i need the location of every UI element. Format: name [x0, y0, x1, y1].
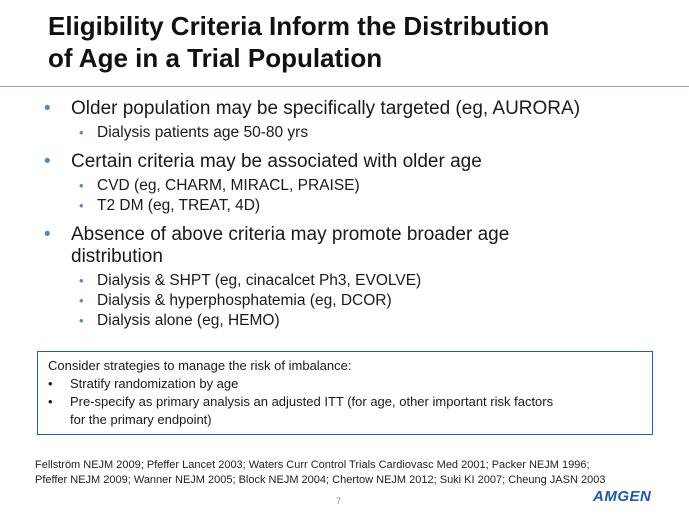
- callout-list: • Stratify randomization by age • Pre-sp…: [48, 375, 642, 429]
- sub-bullet-item: • CVD (eg, CHARM, MIRACL, PRAISE): [67, 176, 674, 196]
- callout-item-text-line-2: for the primary endpoint): [70, 412, 212, 427]
- bullet-text: Older population may be specifically tar…: [71, 98, 581, 119]
- bullet-marker-icon: •: [44, 224, 51, 245]
- bullet-item: • Older population may be specifically t…: [44, 98, 674, 143]
- callout-bullet-icon: •: [48, 394, 53, 409]
- sub-bullet-item: • Dialysis alone (eg, HEMO): [67, 311, 674, 331]
- sub-bullet-marker-icon: •: [79, 198, 84, 213]
- sub-bullet-list: • Dialysis patients age 50-80 yrs: [71, 123, 674, 143]
- sub-bullet-marker-icon: •: [79, 293, 84, 308]
- callout-heading: Consider strategies to manage the risk o…: [48, 358, 352, 373]
- sub-bullet-item: • T2 DM (eg, TREAT, 4D): [67, 196, 674, 216]
- sub-bullet-list: • CVD (eg, CHARM, MIRACL, PRAISE) • T2 D…: [71, 176, 674, 216]
- bullet-marker-icon: •: [44, 98, 51, 119]
- sub-bullet-text: Dialysis & hyperphosphatemia (eg, DCOR): [97, 292, 392, 309]
- sub-bullet-marker-icon: •: [79, 273, 84, 288]
- callout-item: • Stratify randomization by age: [48, 375, 642, 393]
- callout-item-text-line-1: Pre-specify as primary analysis an adjus…: [70, 394, 554, 409]
- strategy-callout-box: Consider strategies to manage the risk o…: [37, 351, 653, 435]
- title-divider: [0, 86, 689, 87]
- amgen-logo: AMGEN: [593, 488, 652, 505]
- bullet-text-line-2: distribution: [71, 246, 163, 267]
- bullet-list: • Older population may be specifically t…: [44, 98, 674, 331]
- page-number: 7: [336, 496, 342, 506]
- references: Fellström NEJM 2009; Pfeffer Lancet 2003…: [35, 458, 675, 488]
- callout-item-text: Stratify randomization by age: [70, 376, 239, 391]
- references-line-1: Fellström NEJM 2009; Pfeffer Lancet 2003…: [35, 459, 590, 471]
- title-line-2: of Age in a Trial Population: [48, 43, 383, 73]
- sub-bullet-marker-icon: •: [79, 178, 84, 193]
- title-line-1: Eligibility Criteria Inform the Distribu…: [48, 11, 550, 41]
- sub-bullet-text: T2 DM (eg, TREAT, 4D): [97, 197, 261, 214]
- bullet-item: • Certain criteria may be associated wit…: [44, 151, 674, 216]
- sub-bullet-text: CVD (eg, CHARM, MIRACL, PRAISE): [97, 177, 360, 194]
- bullet-item: • Absence of above criteria may promote …: [44, 224, 674, 331]
- sub-bullet-text: Dialysis alone (eg, HEMO): [97, 312, 280, 329]
- sub-bullet-list: • Dialysis & SHPT (eg, cinacalcet Ph3, E…: [71, 271, 674, 331]
- sub-bullet-text: Dialysis patients age 50-80 yrs: [97, 124, 309, 141]
- callout-item: • Pre-specify as primary analysis an adj…: [48, 393, 642, 429]
- bullet-marker-icon: •: [44, 151, 51, 172]
- bullet-text: Certain criteria may be associated with …: [71, 151, 482, 172]
- sub-bullet-item: • Dialysis & SHPT (eg, cinacalcet Ph3, E…: [67, 271, 674, 291]
- callout-bullet-icon: •: [48, 376, 53, 391]
- bullet-text-line-1: Absence of above criteria may promote br…: [71, 224, 510, 245]
- slide-title: Eligibility Criteria Inform the Distribu…: [48, 10, 678, 74]
- sub-bullet-marker-icon: •: [79, 313, 84, 328]
- references-line-2: Pfeffer NEJM 2009; Wanner NEJM 2005; Blo…: [35, 474, 606, 486]
- sub-bullet-item: • Dialysis & hyperphosphatemia (eg, DCOR…: [67, 291, 674, 311]
- sub-bullet-item: • Dialysis patients age 50-80 yrs: [67, 123, 674, 143]
- sub-bullet-text: Dialysis & SHPT (eg, cinacalcet Ph3, EVO…: [97, 272, 422, 289]
- sub-bullet-marker-icon: •: [79, 125, 84, 140]
